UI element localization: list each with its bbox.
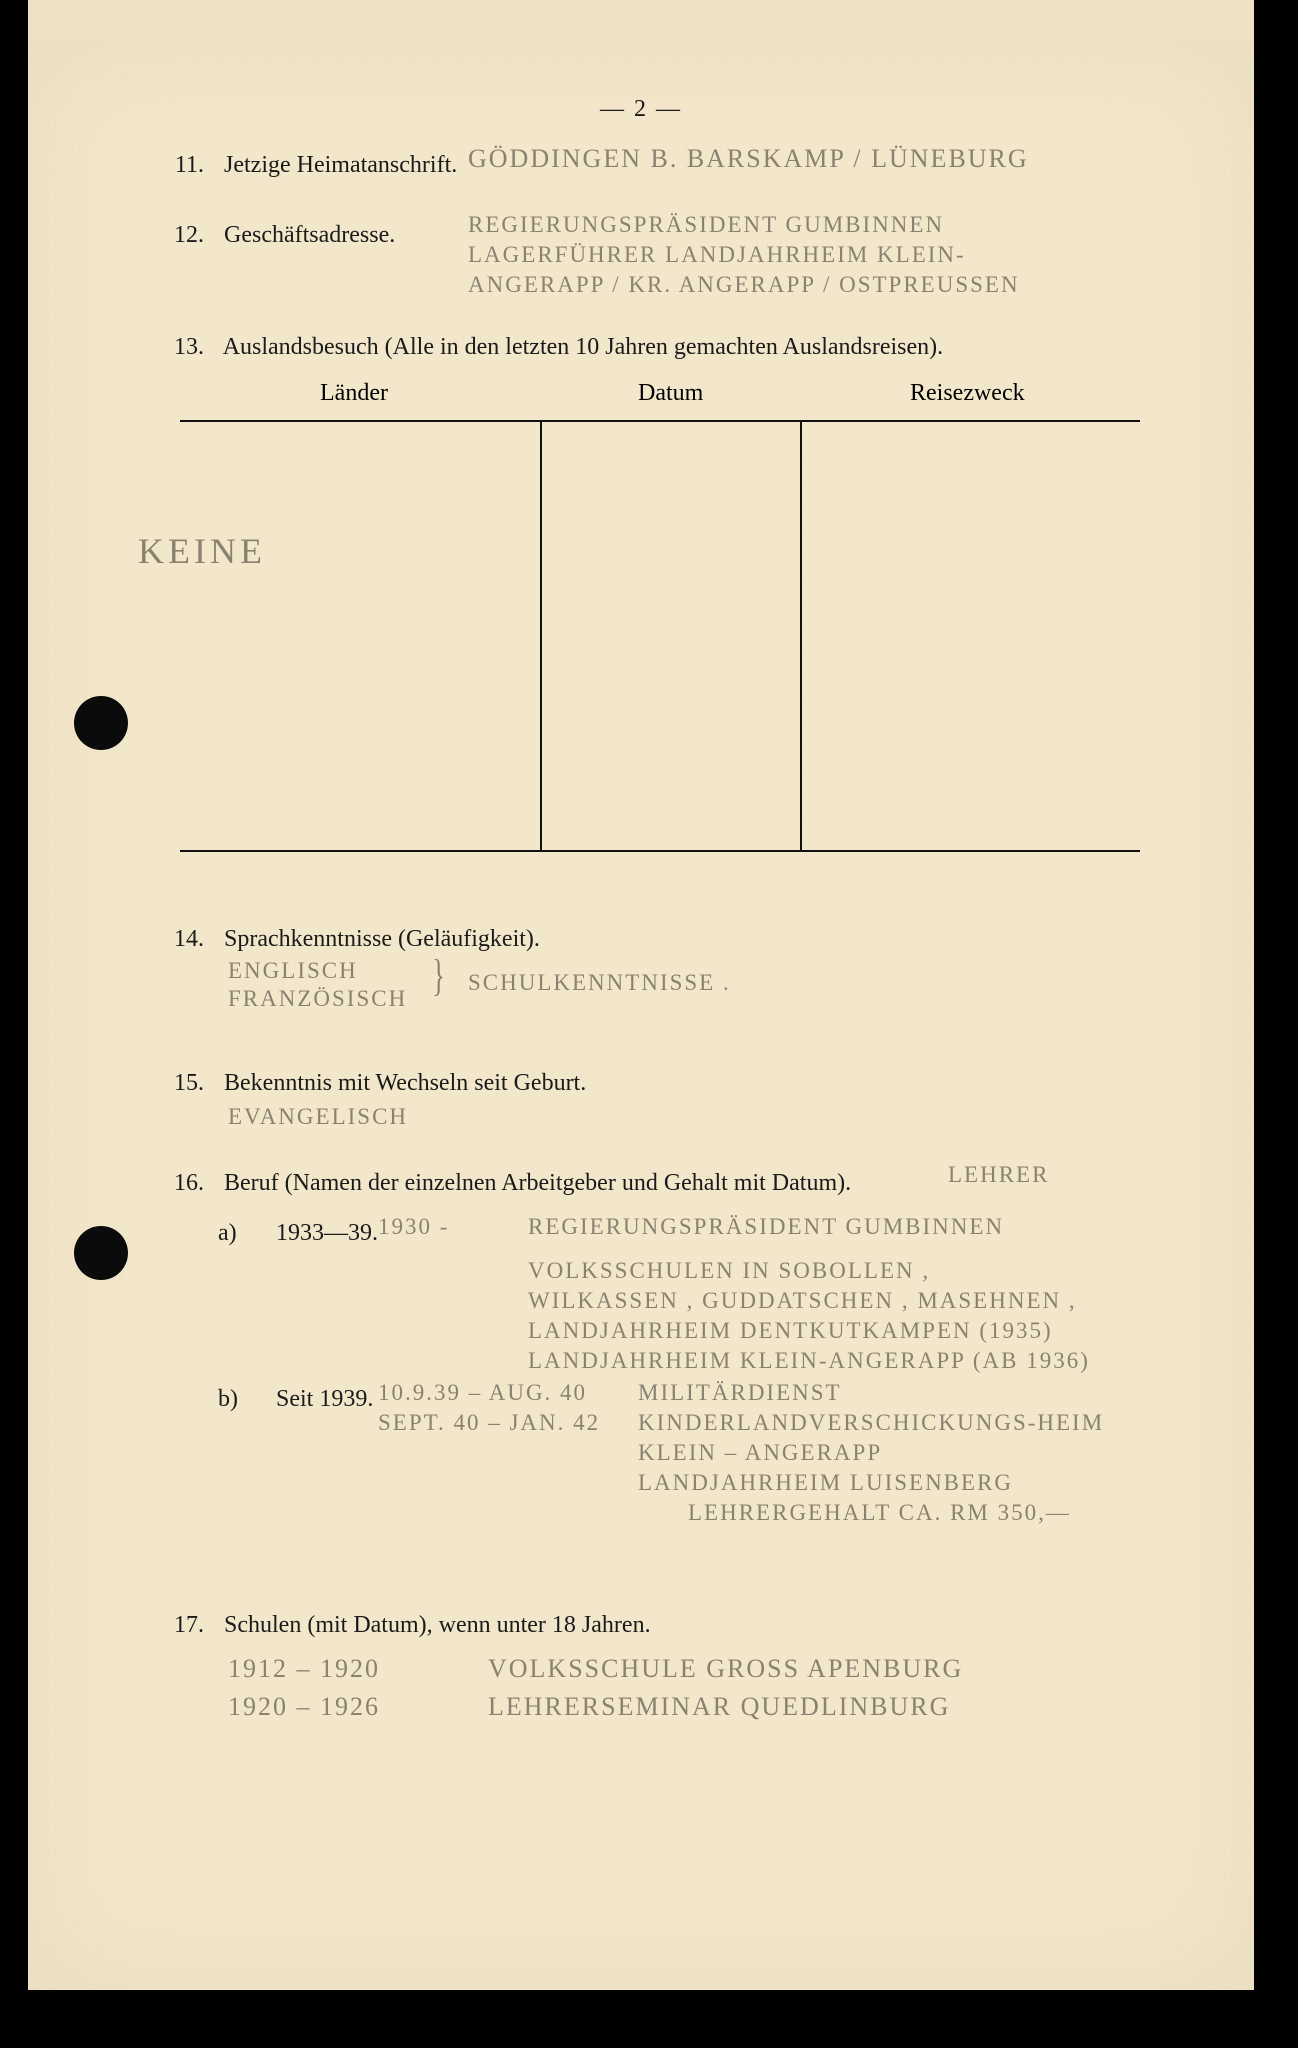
- table-rule-v1: [540, 420, 542, 850]
- table-rule-v2: [800, 420, 802, 850]
- q14-lang2: FRANZÖSISCH: [228, 986, 407, 1012]
- brace-icon: }: [432, 950, 445, 1001]
- travel-table: Länder Datum Reisezweck: [180, 380, 1140, 416]
- punch-hole-icon: [74, 696, 128, 750]
- scan-border-left: [0, 0, 28, 2048]
- q12-answer-l3: ANGERAPP / KR. ANGERAPP / OSTPREUSSEN: [468, 272, 1020, 298]
- q11-answer: GÖDDINGEN B. BARSKAMP / LÜNEBURG: [468, 144, 1029, 174]
- q16b-l1b: MILITÄRDIENST: [638, 1380, 842, 1406]
- q13-answer: Keine: [138, 530, 266, 572]
- q17-label: Schulen (mit Datum), wenn unter 18 Jahre…: [224, 1612, 651, 1638]
- q13-row: 13. Auslandsbesuch (Alle in den letzten …: [158, 334, 1154, 361]
- q16b-l2b: KINDERLANDVERSCHICKUNGS-HEIM: [638, 1410, 1104, 1436]
- q17-l1a: 1912 – 1920: [228, 1654, 380, 1684]
- q14-note: SCHULKENNTNISSE .: [468, 970, 731, 996]
- q13-number: 13.: [158, 334, 204, 361]
- q16b-l2a: SEPT. 40 – JAN. 42: [378, 1410, 600, 1436]
- q15-number: 15.: [158, 1070, 204, 1097]
- page-number: — 2 —: [28, 96, 1254, 123]
- q12-label: Geschäftsadresse.: [224, 222, 395, 248]
- q16a-years: 1933—39.: [276, 1220, 378, 1246]
- q17-number: 17.: [158, 1612, 204, 1639]
- q15-row: 15. Bekenntnis mit Wechseln seit Geburt.: [158, 1070, 1154, 1097]
- q16b-letter: b): [218, 1386, 254, 1413]
- q16a-l2: VOLKSSCHULEN IN SOBOLLEN ,: [528, 1258, 930, 1284]
- q16b-l1a: 10.9.39 – AUG. 40: [378, 1380, 587, 1406]
- q12-answer-l1: REGIERUNGSPRÄSIDENT GUMBINNEN: [468, 212, 944, 238]
- paper-sheet: — 2 — 11. Jetzige Heimatanschrift. GÖDDI…: [28, 40, 1254, 1990]
- q17-row: 17. Schulen (mit Datum), wenn unter 18 J…: [158, 1612, 1154, 1639]
- q16a-l1a: 1930 -: [378, 1214, 449, 1240]
- table-rule-top: [180, 420, 1140, 422]
- scan-border-bottom: [0, 1990, 1298, 2048]
- q16a-l1b: REGIERUNGSPRÄSIDENT GUMBINNEN: [528, 1214, 1004, 1240]
- q16a-l4: LANDJAHRHEIM DENTKUTKAMPEN (1935): [528, 1318, 1053, 1344]
- q16a-l5: LANDJAHRHEIM KLEIN-ANGERAPP (AB 1936): [528, 1348, 1090, 1374]
- q16b-l4: LANDJAHRHEIM LUISENBERG: [638, 1470, 1013, 1496]
- q12-answer-l2: LAGERFÜHRER LANDJAHRHEIM KLEIN-: [468, 242, 966, 268]
- q15-label: Bekenntnis mit Wechseln seit Geburt.: [224, 1070, 586, 1096]
- q17-l2a: 1920 – 1926: [228, 1692, 380, 1722]
- col-reisezweck: Reisezweck: [910, 380, 1025, 407]
- q17-l2b: LEHRERSEMINAR QUEDLINBURG: [488, 1692, 950, 1722]
- col-lander: Länder: [320, 380, 388, 407]
- q11-number: 11.: [158, 152, 204, 179]
- q14-row: 14. Sprachkenntnisse (Geläufigkeit).: [158, 926, 1154, 953]
- q16b-years: Seit 1939.: [276, 1386, 373, 1412]
- q14-number: 14.: [158, 926, 204, 953]
- col-datum: Datum: [638, 380, 703, 407]
- q12-number: 12.: [158, 222, 204, 249]
- q16-top: LEHRER: [948, 1162, 1049, 1188]
- q14-label: Sprachkenntnisse (Geläufigkeit).: [224, 926, 540, 952]
- q16a-l3: WILKASSEN , GUDDATSCHEN , MASEHNEN ,: [528, 1288, 1077, 1314]
- q16-label: Beruf (Namen der einzelnen Arbeitgeber u…: [224, 1170, 851, 1196]
- q11-label: Jetzige Heimatanschrift.: [224, 152, 457, 178]
- q16b-l5: LEHRERGEHALT CA. RM 350,—: [688, 1500, 1071, 1526]
- q15-answer: EVANGELISCH: [228, 1104, 408, 1130]
- q13-label: Auslandsbesuch (Alle in den letzten 10 J…: [223, 334, 943, 360]
- q16a-letter: a): [218, 1220, 254, 1247]
- punch-hole-icon: [74, 1226, 128, 1280]
- scan-border-right: [1254, 0, 1298, 2048]
- q14-lang1: ENGLISCH: [228, 958, 358, 984]
- q16-number: 16.: [158, 1170, 204, 1197]
- q16b-l3: KLEIN – ANGERAPP: [638, 1440, 882, 1466]
- travel-table-header: Länder Datum Reisezweck: [180, 380, 1140, 416]
- q17-l1b: VOLKSSCHULE GROSS APENBURG: [488, 1654, 963, 1684]
- document-scan: — 2 — 11. Jetzige Heimatanschrift. GÖDDI…: [0, 0, 1298, 2048]
- table-rule-bottom: [180, 850, 1140, 852]
